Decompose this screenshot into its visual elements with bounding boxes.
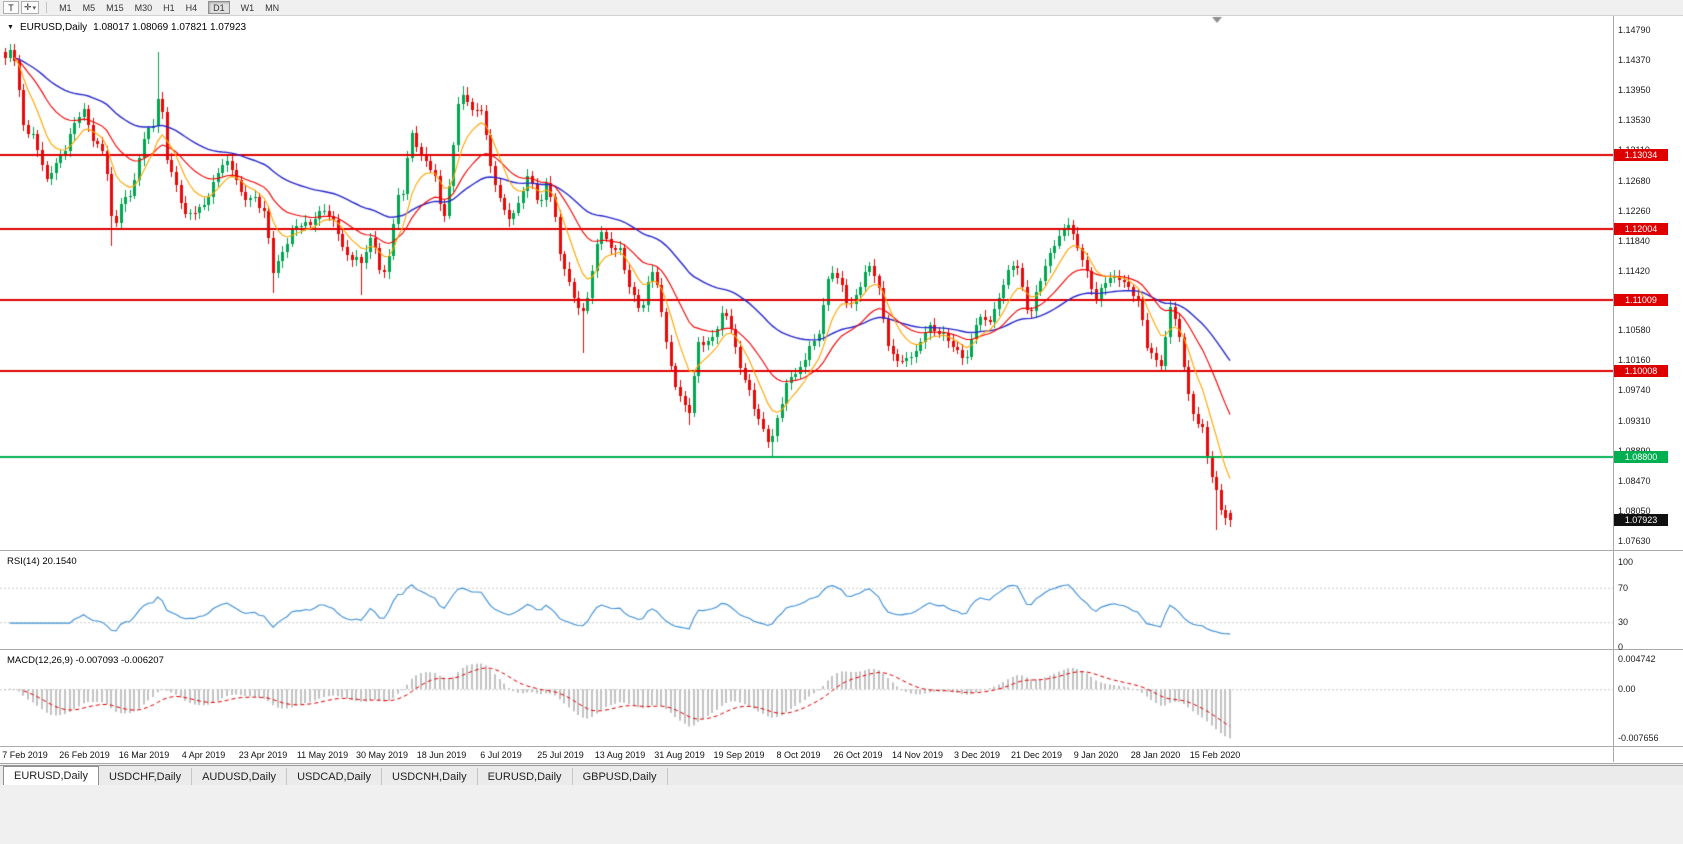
chart-tools-button[interactable]: ✛ ▾ xyxy=(21,1,40,14)
rsi-indicator-canvas[interactable] xyxy=(0,552,1613,649)
rsi-scale-label: 30 xyxy=(1618,617,1629,628)
toolbar-separator xyxy=(46,2,48,13)
price-scale-label: 1.10580 xyxy=(1618,325,1651,336)
panel-separator[interactable] xyxy=(0,550,1683,551)
date-axis-label: 18 Jun 2019 xyxy=(416,750,467,760)
template-button-label: T xyxy=(8,2,14,13)
date-axis-label: 8 Oct 2019 xyxy=(776,750,821,760)
price-scale-label: 1.10160 xyxy=(1618,355,1651,366)
rsi-scale: 100 70 30 0 xyxy=(1614,552,1683,652)
date-axis-label: 9 Jan 2020 xyxy=(1073,750,1119,760)
chart-tab-bar: EURUSD,Daily USDCHF,Daily AUDUSD,Daily USDC… xyxy=(0,765,1683,785)
rsi-scale-label: 100 xyxy=(1618,557,1634,567)
date-axis-label: 7 Feb 2019 xyxy=(2,750,48,760)
timeframe-button-h4[interactable]: H4 xyxy=(185,2,198,13)
date-axis-label: 15 Feb 2020 xyxy=(1189,750,1241,760)
chevron-down-icon: ▾ xyxy=(32,4,37,12)
price-scale-label: 1.13530 xyxy=(1618,114,1651,125)
main-price-chart-canvas[interactable] xyxy=(0,16,1613,550)
price-scale-label: 1.14370 xyxy=(1618,54,1651,65)
chart-tab-1-usdchf[interactable]: USDCHF,Daily xyxy=(99,768,193,785)
price-scale-label: 1.13950 xyxy=(1618,84,1651,95)
current-price-tag: 1.07923 xyxy=(1614,514,1668,527)
price-scale-label: 1.12260 xyxy=(1618,205,1651,216)
date-axis-label: 19 Sep 2019 xyxy=(713,750,765,760)
crosshair-tools-icon: ✛ xyxy=(24,2,32,12)
rsi-scale-label: 70 xyxy=(1618,582,1629,593)
date-axis-label: 23 Apr 2019 xyxy=(238,750,288,760)
hline-price-tag: 1.10008 xyxy=(1614,365,1668,378)
price-scale-label: 1.07630 xyxy=(1618,536,1651,546)
macd-scale-label: 0.004742 xyxy=(1618,654,1656,664)
date-axis-label: 14 Nov 2019 xyxy=(891,750,944,760)
macd-scale-label: 0.00 xyxy=(1618,684,1636,695)
date-axis: 7 Feb 2019 26 Feb 2019 16 Mar 2019 4 Apr 20… xyxy=(0,746,1613,762)
date-axis-label: 28 Jan 2020 xyxy=(1130,750,1181,760)
status-bar xyxy=(0,785,1683,844)
macd-label: MACD(12,26,9) -0.007093 -0.006207 xyxy=(7,655,164,666)
chart-tab-0-eurusd[interactable]: EURUSD,Daily xyxy=(3,766,99,785)
rsi-scale-label: 0 xyxy=(1618,642,1624,652)
price-scale-label: 1.12680 xyxy=(1618,175,1651,186)
date-axis-label: 26 Feb 2019 xyxy=(59,750,110,760)
date-axis-label: 21 Dec 2019 xyxy=(1010,750,1063,760)
chart-tab-6-gbpusd[interactable]: GBPUSD,Daily xyxy=(573,768,668,785)
hline-price-tag: 1.12004 xyxy=(1614,222,1668,235)
hline-price-tag: 1.11009 xyxy=(1614,293,1668,306)
chart-tab-2-audusd[interactable]: AUDUSD,Daily xyxy=(192,768,288,785)
chart-ohlc-values: 1.08017 1.08069 1.07821 1.07923 xyxy=(93,22,247,33)
date-axis-label: 30 May 2019 xyxy=(355,750,409,760)
hline-price-tag: 1.13034 xyxy=(1614,149,1668,162)
timeframe-button-h1[interactable]: H1 xyxy=(163,2,175,13)
price-scale-label: 1.14790 xyxy=(1618,25,1651,35)
timeframe-button-m5[interactable]: M5 xyxy=(82,2,96,13)
macd-indicator-canvas[interactable] xyxy=(0,651,1613,746)
timeframe-button-mn[interactable]: MN xyxy=(265,2,280,13)
timeframe-button-m1[interactable]: M1 xyxy=(59,2,72,13)
chart-tab-3-usdcad[interactable]: USDCAD,Daily xyxy=(287,768,383,785)
price-scale: 1.147901.143701.139501.135301.131101.126… xyxy=(1614,16,1683,550)
date-axis-label: 4 Apr 2019 xyxy=(181,750,226,760)
chart-tab-5-eurusd[interactable]: EURUSD,Daily xyxy=(478,768,573,785)
price-scale-label: 1.08470 xyxy=(1618,476,1651,487)
price-scale-label: 1.11840 xyxy=(1618,235,1650,246)
date-axis-label: 6 Jul 2019 xyxy=(480,750,522,760)
panel-separator[interactable] xyxy=(0,649,1683,650)
date-axis-label: 11 May 2019 xyxy=(296,750,349,760)
panel-separator xyxy=(0,746,1683,747)
chart-header: ▼ EURUSD,Daily 1.08017 1.08069 1.07821 1… xyxy=(7,22,246,33)
price-scale-label: 1.08890 xyxy=(1618,446,1651,456)
timeframe-button-w1[interactable]: W1 xyxy=(240,2,255,13)
macd-scale: 0.004742 0.00 -0.007656 xyxy=(1614,651,1683,746)
timeframe-button-m15[interactable]: M15 xyxy=(106,2,124,13)
chart-symbol-label: EURUSD,Daily xyxy=(19,22,88,33)
rsi-label: RSI(14) 20.1540 xyxy=(7,556,77,567)
top-toolbar: T ✛ ▾ M1 M5 M15 M30 H1 H4 D1 W1 MN xyxy=(0,0,1683,16)
date-axis-label: 16 Mar 2019 xyxy=(118,750,170,760)
date-axis-label: 25 Jul 2019 xyxy=(537,750,584,760)
timeframe-toolbar: M1 M5 M15 M30 H1 H4 D1 W1 MN xyxy=(54,1,284,14)
timeframe-button-d1[interactable]: D1 xyxy=(208,1,230,14)
price-scale-label: 1.09740 xyxy=(1618,385,1651,396)
date-axis-label: 13 Aug 2019 xyxy=(594,750,646,760)
hline-price-tag: 1.08800 xyxy=(1614,451,1668,464)
date-axis-label: 31 Aug 2019 xyxy=(654,750,705,760)
collapse-triangle-icon[interactable]: ▼ xyxy=(7,24,14,31)
template-button[interactable]: T xyxy=(3,1,19,14)
macd-scale-label: -0.007656 xyxy=(1618,733,1659,743)
timeframe-button-m30[interactable]: M30 xyxy=(134,2,153,13)
chart-window: ▼ EURUSD,Daily 1.08017 1.08069 1.07821 1… xyxy=(0,16,1683,764)
price-scale-label: 1.09310 xyxy=(1618,416,1651,427)
price-scale-separator xyxy=(1613,16,1614,762)
date-axis-label: 3 Dec 2019 xyxy=(953,750,1001,760)
price-scale-label: 1.08050 xyxy=(1618,506,1651,517)
date-axis-label: 26 Oct 2019 xyxy=(833,750,883,760)
chart-tab-4-usdcnh[interactable]: USDCNH,Daily xyxy=(382,768,478,785)
price-scale-label: 1.11420 xyxy=(1618,265,1650,276)
